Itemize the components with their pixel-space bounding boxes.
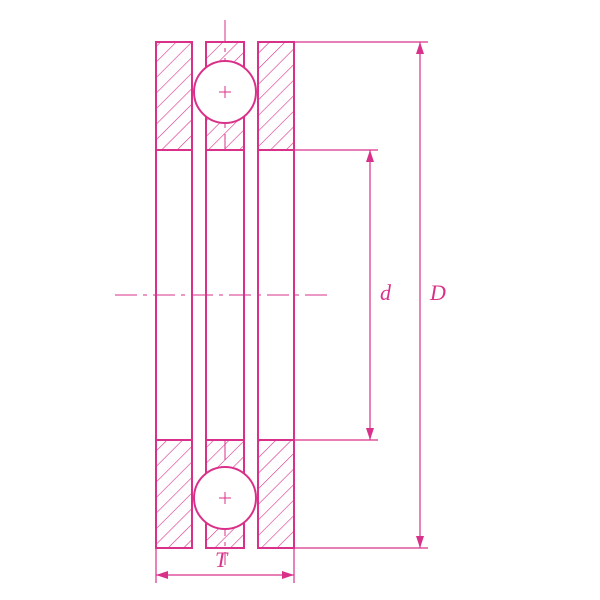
bearing-diagram: Td D — [0, 0, 600, 600]
washer-left-bottom — [156, 440, 192, 548]
dimension-d-label: d — [380, 280, 392, 305]
washer-right-bottom — [258, 440, 294, 548]
dimension-T-label: T — [215, 547, 229, 572]
washer-right-top — [258, 42, 294, 150]
washer-left-top — [156, 42, 192, 150]
dimension-D-label: D — [429, 280, 446, 305]
